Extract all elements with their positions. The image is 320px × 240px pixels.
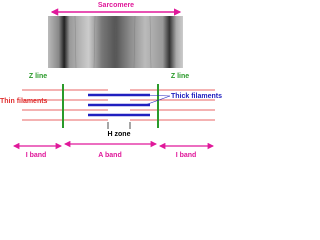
thin-filaments — [22, 89, 215, 121]
z-line-label: Z line — [29, 73, 47, 80]
thick-filaments-label: Thick filaments — [171, 93, 222, 100]
thick-filaments-pointer — [144, 94, 171, 106]
sarcomere-diagram: Sarcomere Z line Z line Thin filaments T… — [0, 2, 222, 159]
thick-filaments — [88, 93, 150, 117]
sarcomere-label: Sarcomere — [98, 2, 134, 9]
thin-filaments-label: Thin filaments — [0, 98, 48, 105]
z-line-label: Z line — [171, 73, 189, 80]
micrograph-texture — [74, 15, 152, 69]
h-zone-label: H zone — [108, 131, 131, 138]
i-band-label: I band — [26, 152, 47, 159]
a-band-label: A band — [98, 152, 121, 159]
i-band-label: I band — [176, 152, 197, 159]
h-zone-marker — [107, 122, 131, 129]
